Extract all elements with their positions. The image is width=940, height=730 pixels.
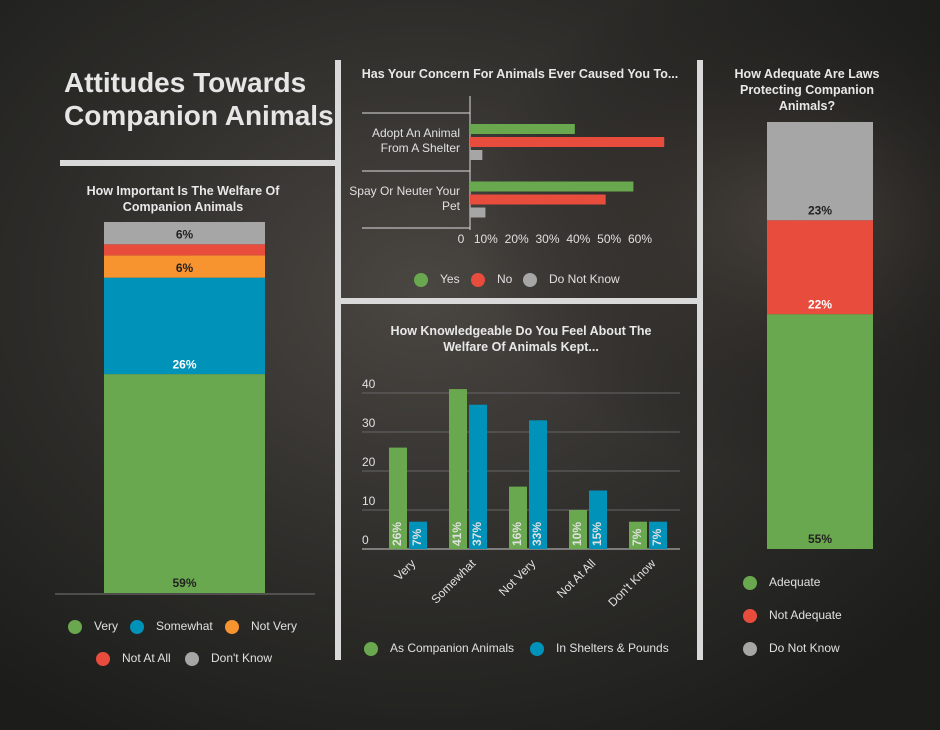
legend-label: Do Not Know — [549, 272, 620, 286]
bar-segment — [104, 374, 265, 593]
legend-swatch — [364, 642, 378, 656]
value-label: 26% — [390, 522, 404, 546]
bar-segment — [767, 220, 873, 315]
category-label: Spay Or Neuter Your Pet — [349, 183, 460, 213]
y-tick-label: 20 — [362, 455, 376, 469]
bar — [589, 490, 607, 549]
bar — [389, 447, 407, 549]
bar-segment — [104, 244, 265, 256]
value-label: 7% — [650, 528, 664, 546]
value-label: 7% — [630, 528, 644, 546]
y-tick-label: 10 — [362, 494, 376, 508]
value-label: 59% — [172, 576, 196, 590]
legend-swatch — [185, 652, 199, 666]
x-tick-label: 40% — [566, 232, 590, 246]
x-tick-label: 50% — [597, 232, 621, 246]
legend-swatch — [471, 273, 485, 287]
value-label: 6% — [176, 261, 194, 275]
legend-swatch — [743, 576, 757, 590]
value-label: 41% — [450, 522, 464, 546]
value-label: 16% — [510, 522, 524, 546]
bar-segment — [104, 222, 265, 245]
legend-swatch — [523, 273, 537, 287]
bar — [469, 404, 487, 549]
legend-label: As Companion Animals — [390, 641, 514, 655]
bar — [649, 521, 667, 549]
bar — [569, 510, 587, 549]
bar — [470, 137, 665, 147]
legend-swatch — [743, 609, 757, 623]
bar-segment — [104, 277, 265, 375]
bar — [470, 124, 575, 134]
legend-swatch — [530, 642, 544, 656]
value-label: 23% — [808, 203, 832, 217]
bar — [409, 521, 427, 549]
divider — [335, 60, 341, 660]
x-tick-label: 60% — [628, 232, 652, 246]
bar — [470, 194, 606, 205]
value-label: 10% — [570, 522, 584, 546]
value-label: 33% — [530, 522, 544, 546]
legend-swatch — [68, 620, 82, 634]
chart-title: How Adequate Are Laws Protecting Compani… — [734, 67, 880, 113]
legend-label: Not Very — [251, 619, 297, 633]
divider — [341, 298, 697, 304]
value-label: 55% — [808, 532, 832, 546]
category-label: Adopt An Animal From A Shelter — [371, 126, 460, 155]
value-label: 26% — [172, 357, 196, 371]
legend-swatch — [96, 652, 110, 666]
value-label: 22% — [808, 297, 832, 311]
legend-label: In Shelters & Pounds — [556, 641, 669, 655]
value-label: 7% — [410, 528, 424, 546]
legend-swatch — [743, 642, 757, 656]
y-tick-label: 0 — [362, 533, 369, 547]
divider — [60, 160, 335, 166]
x-tick-label: 10% — [474, 232, 498, 246]
bar — [470, 181, 634, 192]
legend-swatch — [414, 273, 428, 287]
x-tick-label: 0 — [458, 232, 465, 246]
legend-label: Yes — [440, 272, 460, 286]
bar — [470, 150, 483, 160]
legend-label: Adequate — [769, 575, 821, 589]
bar — [470, 207, 486, 218]
legend-swatch — [130, 620, 144, 634]
bar-segment — [104, 255, 265, 278]
legend-label: Don't Know — [211, 651, 272, 665]
legend-swatch — [225, 620, 239, 634]
value-label: 6% — [176, 227, 194, 241]
chart-title: Has Your Concern For Animals Ever Caused… — [361, 67, 679, 81]
divider — [697, 60, 703, 660]
page-title: Attitudes Towards Companion Animals — [64, 67, 334, 131]
legend-label: Somewhat — [156, 619, 213, 633]
x-tick-label: 20% — [505, 232, 529, 246]
bar-segment — [767, 122, 873, 221]
y-tick-label: 40 — [362, 377, 376, 391]
y-tick-label: 30 — [362, 416, 376, 430]
x-tick-label: 30% — [535, 232, 559, 246]
legend-label: Not Adequate — [769, 608, 842, 622]
chart-title: How Knowledgeable Do You Feel About The … — [390, 324, 652, 354]
bar-segment — [767, 314, 873, 549]
legend-label: Not At All — [122, 651, 171, 665]
legend-label: No — [497, 272, 513, 286]
value-label: 15% — [590, 522, 604, 546]
bar — [529, 420, 547, 549]
value-label: 37% — [470, 522, 484, 546]
bar — [449, 389, 467, 549]
legend-label: Very — [94, 619, 118, 633]
bar — [629, 521, 647, 549]
legend-label: Do Not Know — [769, 641, 840, 655]
chart-title: How Important Is The Welfare Of Companio… — [86, 184, 280, 214]
bar — [509, 486, 527, 549]
